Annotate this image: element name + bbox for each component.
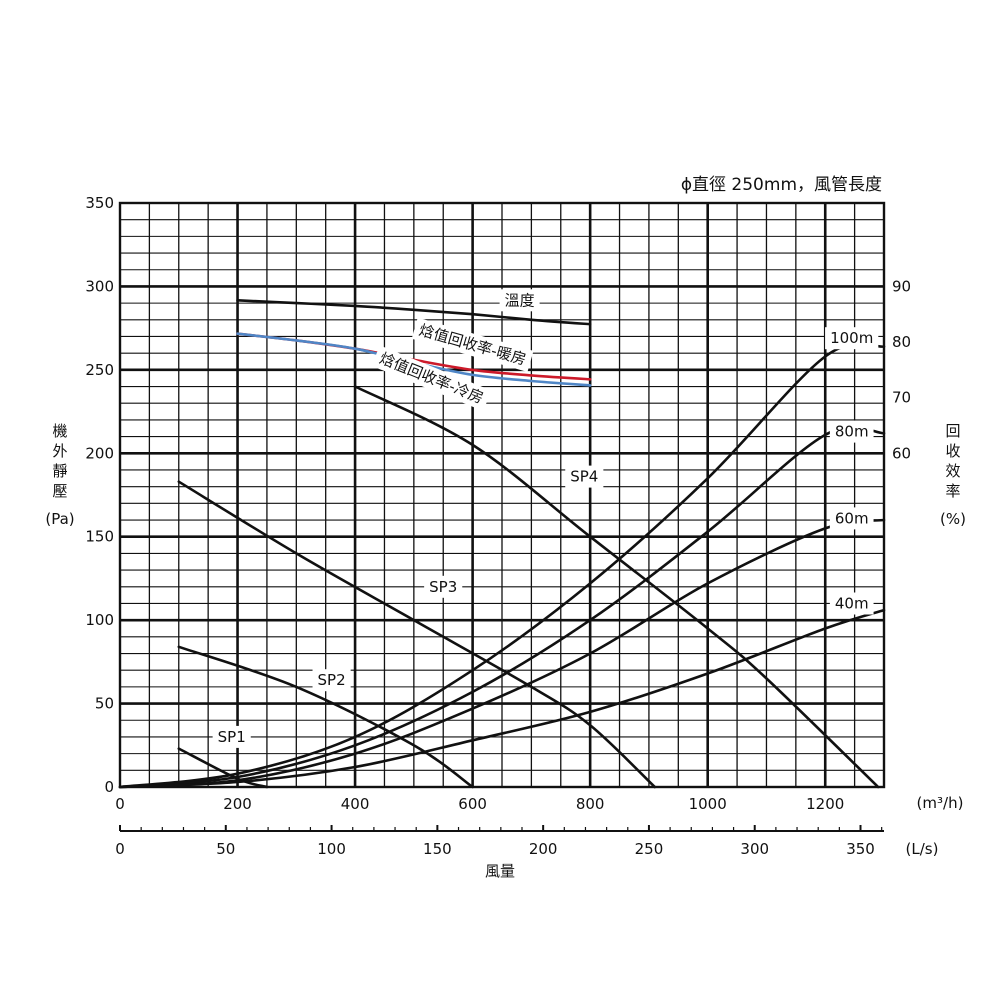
series-line-2: [177, 645, 474, 789]
right-axis-title-char-2: 收: [945, 442, 960, 460]
x2-tick-label: 150: [423, 840, 452, 858]
x-tick-label: 400: [341, 795, 370, 813]
left-axis-unit: (Pa): [45, 510, 74, 528]
x-tick-label: 1000: [689, 795, 727, 813]
curve-label-bg: [424, 575, 463, 598]
grid: [118, 201, 886, 789]
curve-label-7: 焓值回收率-冷房: [377, 349, 486, 407]
x-tick-label: 1200: [806, 795, 844, 813]
curve-label-bg: [829, 507, 874, 530]
y-tick-label: 150: [85, 528, 114, 546]
curve-labels: SP1SP2SP3SP4溫度焓值回收率-暖房焓值回收率-冷房100m80m60m…: [212, 289, 879, 748]
plot-frame: [118, 201, 886, 789]
x-axis-unit-primary: (m³/h): [917, 794, 964, 812]
x-tick-label: 0: [115, 795, 125, 813]
right-axis-title: 回 收 效 率 (%): [940, 422, 966, 528]
curve-label-group-11: 40m: [829, 592, 874, 615]
curve-label-bg: [829, 592, 874, 615]
left-axis-title-char-3: 靜: [52, 462, 67, 480]
x2-tick-label: 100: [317, 840, 346, 858]
left-axis-title-char-4: 壓: [52, 482, 67, 500]
curve-label-11: 40m: [835, 595, 869, 613]
series-line-4: [353, 385, 880, 789]
curve-label-bg: [411, 317, 534, 372]
y-tick-label: 350: [85, 194, 114, 212]
left-axis-title: 機 外 靜 壓 (Pa): [45, 422, 74, 528]
series-line-5: [236, 299, 592, 326]
y2-tick-label: 90: [892, 277, 911, 295]
series-line-11: [118, 608, 886, 789]
left-axis-title-char-1: 機: [52, 422, 67, 440]
curve-label-bg: [312, 669, 351, 692]
right-axis-unit: (%): [940, 510, 966, 528]
curve-label-bg: [829, 420, 874, 443]
x-tick-label: 200: [223, 795, 252, 813]
curve-label-group-10: 60m: [829, 507, 874, 530]
y2-tick-label: 80: [892, 333, 911, 351]
curve-label-bg: [825, 327, 879, 350]
y-tick-label: 0: [104, 778, 114, 796]
chart-title: ϕ直徑 250mm，風管長度: [681, 175, 882, 195]
series-lines: [118, 299, 886, 789]
curve-label-group-2: SP2: [312, 669, 351, 692]
curve-label-4: SP4: [570, 468, 598, 486]
y-tick-label: 300: [85, 277, 114, 295]
curve-label-group-5: 溫度: [499, 289, 540, 312]
curve-label-1: SP1: [218, 728, 246, 746]
curve-label-group-4: SP4: [565, 465, 604, 488]
curve-label-bg: [212, 725, 251, 748]
series-line-3: [177, 480, 657, 789]
curve-label-group-1: SP1: [212, 725, 251, 748]
right-axis-title-char-3: 效: [945, 462, 960, 480]
y-tick-label: 250: [85, 361, 114, 379]
series-line-1: [177, 747, 269, 789]
series-line-8: [118, 342, 886, 789]
x2-tick-label: 200: [529, 840, 558, 858]
curve-label-group-8: 100m: [825, 327, 879, 350]
curve-label-8: 100m: [830, 329, 873, 347]
axes: 0 50 100 150 200 250 300 350 60 70 80 90 0 200 400 600 8…: [85, 194, 911, 858]
curve-label-2: SP2: [318, 671, 346, 689]
y-tick-label: 200: [85, 444, 114, 462]
series-line-10: [118, 518, 886, 789]
curve-label-3: SP3: [429, 578, 457, 596]
x2-tick-label: 250: [635, 840, 664, 858]
x2-tick-label: 350: [846, 840, 875, 858]
x-tick-label: 800: [576, 795, 605, 813]
x-axis-title: 風量: [485, 862, 515, 880]
curve-label-bg: [499, 289, 540, 312]
right-axis-title-char-4: 率: [945, 482, 960, 500]
x2-tick-label: 300: [740, 840, 769, 858]
x2-tick-label: 50: [216, 840, 235, 858]
curve-label-group-9: 80m: [829, 420, 874, 443]
x2-tick-label: 0: [115, 840, 125, 858]
left-axis-title-char-2: 外: [52, 442, 67, 460]
curve-label-5: 溫度: [505, 291, 535, 309]
curve-label-9: 80m: [835, 423, 869, 441]
y2-tick-label: 70: [892, 389, 911, 407]
y-tick-label: 50: [95, 695, 114, 713]
right-axis-title-char-1: 回: [945, 422, 960, 440]
x-tick-label: 600: [458, 795, 487, 813]
curve-label-bg: [565, 465, 604, 488]
x-axis-unit-secondary: (L/s): [906, 840, 939, 858]
curve-label-10: 60m: [835, 509, 869, 527]
curve-label-group-3: SP3: [424, 575, 463, 598]
y-tick-label: 100: [85, 611, 114, 629]
y2-tick-label: 60: [892, 444, 911, 462]
series-line-9: [118, 425, 886, 789]
curve-label-bg: [371, 345, 492, 411]
